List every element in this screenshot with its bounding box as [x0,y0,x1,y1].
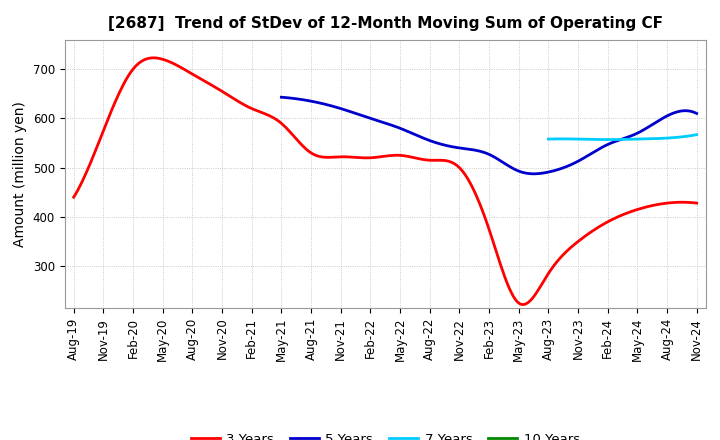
5 Years [629,132,637,138]
7 Years [632,136,641,142]
3 Years [440,158,449,163]
Line: 3 Years: 3 Years [73,58,697,304]
5 Years [655,117,664,123]
3 Years [71,191,80,196]
7 Years [544,136,553,142]
5 Years [524,171,533,176]
5 Years [693,111,701,116]
3 Years [598,222,607,227]
3 Years [638,205,647,211]
7 Years [693,132,701,137]
5 Years [523,171,531,176]
3 Years [453,163,462,168]
7 Years [670,135,678,140]
7 Years [544,136,553,142]
5 Years [530,171,539,176]
7 Years [633,136,642,142]
Line: 5 Years: 5 Years [282,97,697,174]
Y-axis label: Amount (million yen): Amount (million yen) [13,101,27,247]
3 Years [69,194,78,200]
Title: [2687]  Trend of StDev of 12-Month Moving Sum of Operating CF: [2687] Trend of StDev of 12-Month Moving… [108,16,662,32]
7 Years [603,137,612,142]
3 Years [519,302,528,307]
7 Years [679,134,688,139]
5 Years [277,95,286,100]
5 Years [533,171,541,176]
3 Years [442,158,451,163]
3 Years [148,55,157,60]
Line: 7 Years: 7 Years [549,135,697,139]
5 Years [279,95,287,100]
3 Years [693,201,701,206]
7 Years [635,136,644,142]
Legend: 3 Years, 5 Years, 7 Years, 10 Years: 3 Years, 5 Years, 7 Years, 10 Years [185,427,585,440]
